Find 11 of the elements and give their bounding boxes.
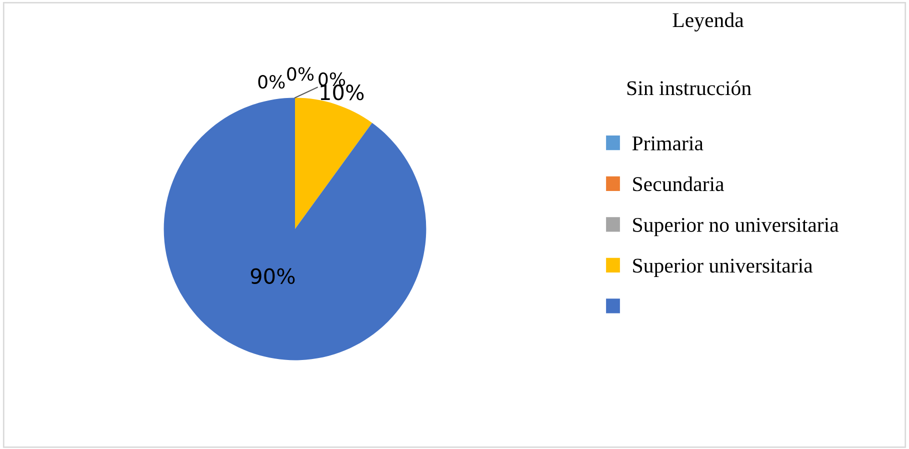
legend-label: Superior no universitaria — [633, 218, 839, 236]
text: 0% — [258, 74, 285, 89]
data-label: 10% — [320, 84, 364, 100]
text: 0% — [287, 67, 314, 81]
data-label: 90% — [250, 268, 295, 284]
text: Sin instrucción — [627, 80, 752, 96]
text: 0% — [318, 72, 346, 86]
legend-label: Superior universitaria — [633, 258, 813, 277]
legend-label: Secundaria — [633, 176, 724, 192]
legend-title: Leyenda — [672, 12, 744, 32]
legend-label: Primaria — [632, 136, 704, 150]
